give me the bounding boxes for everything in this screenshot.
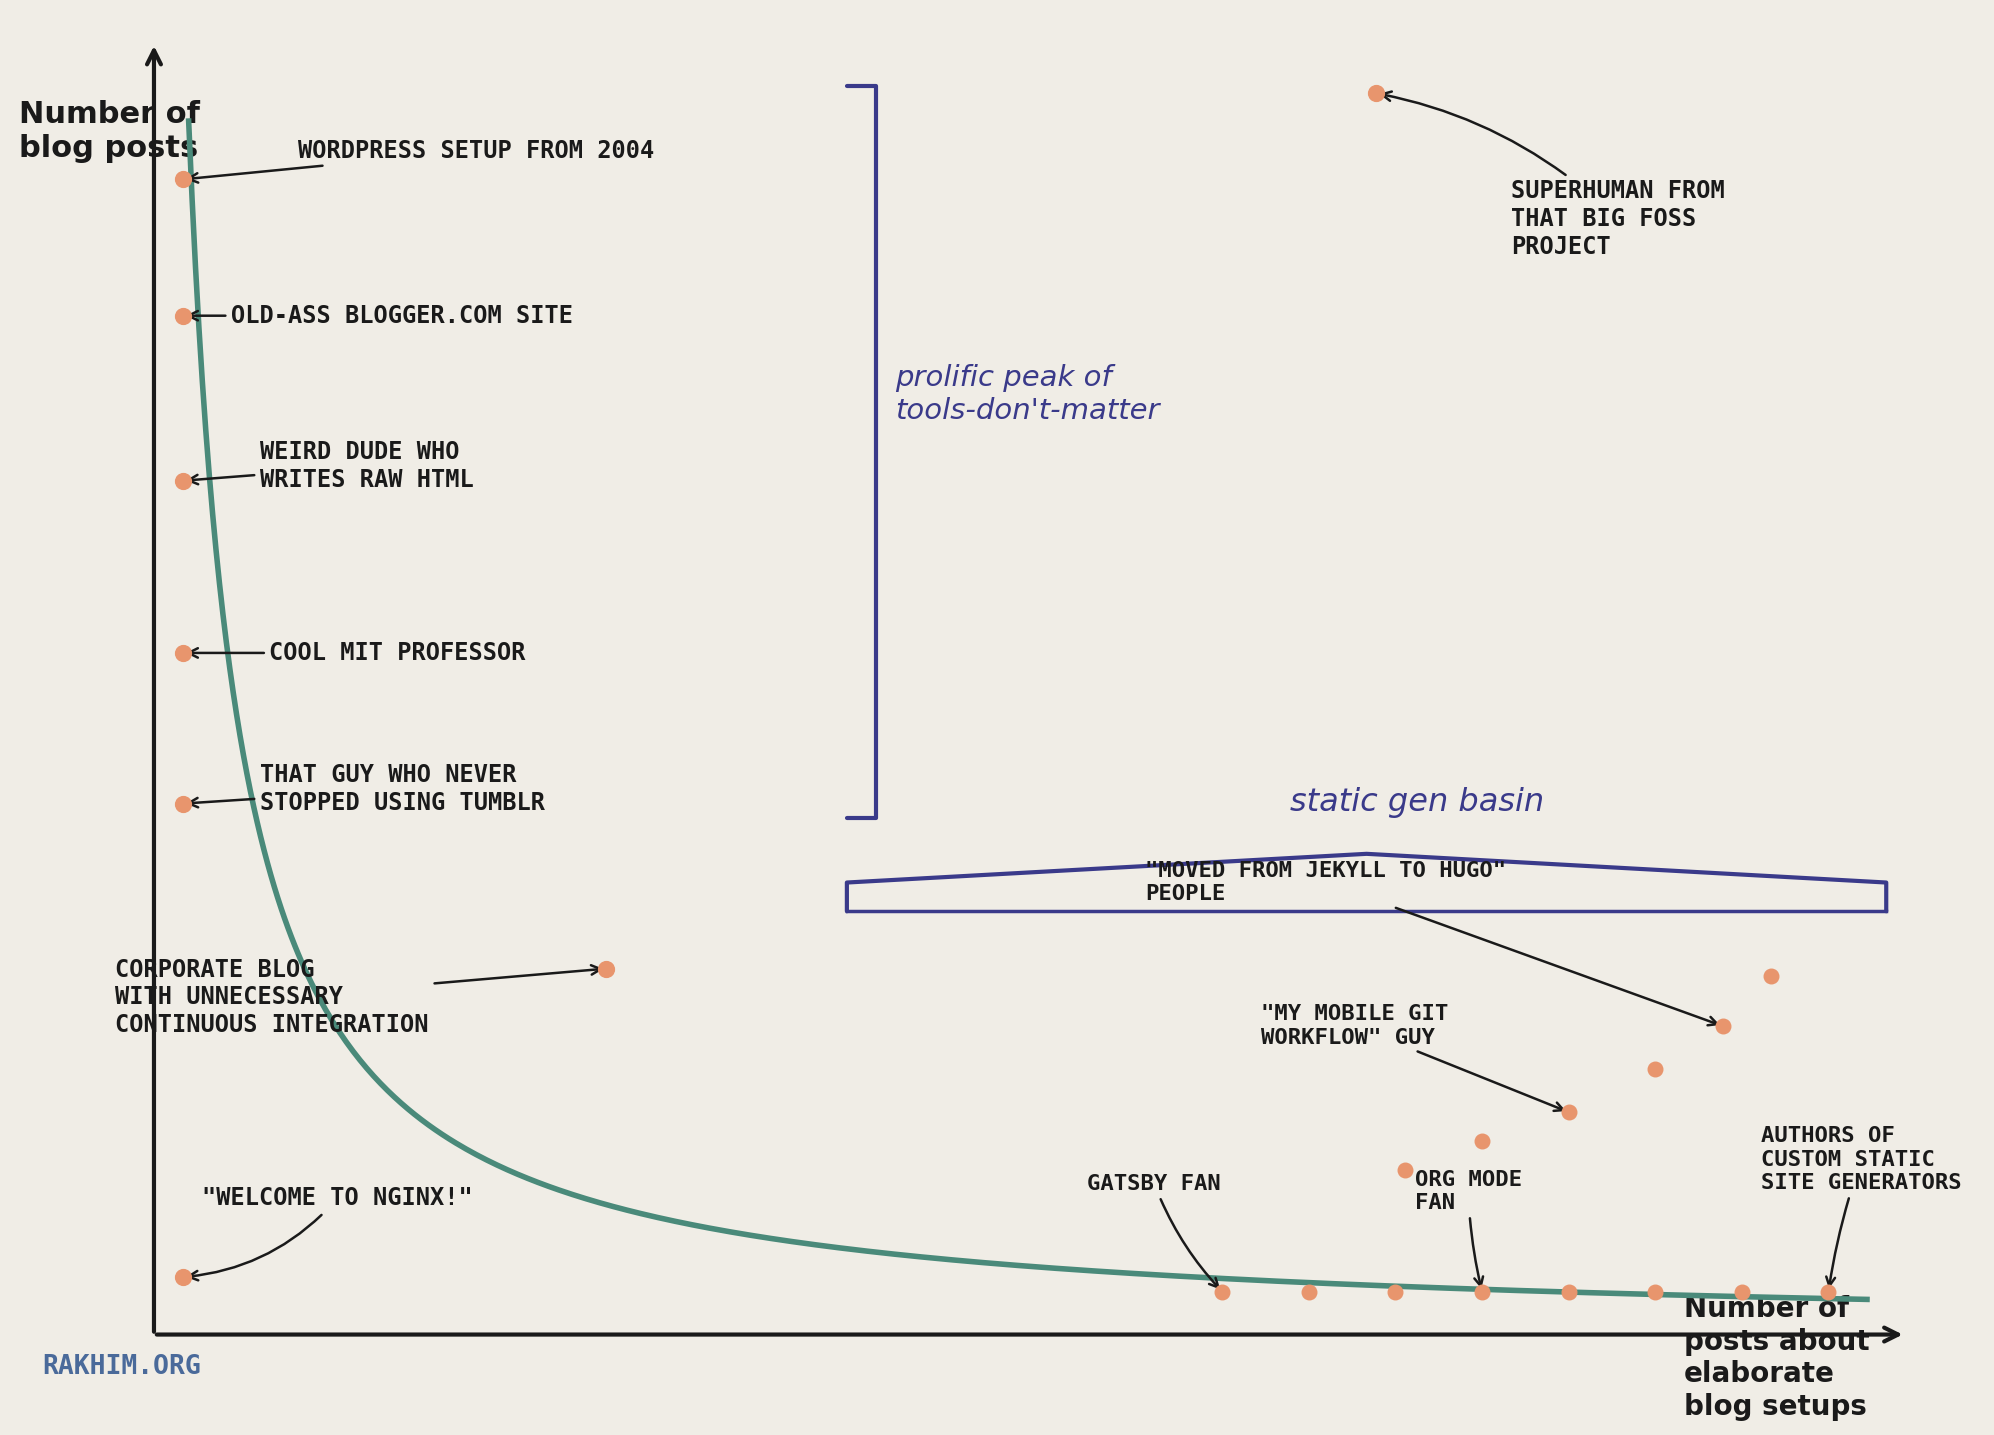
Text: OLD-ASS BLOGGER.COM SITE: OLD-ASS BLOGGER.COM SITE	[187, 304, 572, 327]
Text: WEIRD DUDE WHO
WRITES RAW HTML: WEIRD DUDE WHO WRITES RAW HTML	[187, 441, 475, 492]
Text: THAT GUY WHO NEVER
STOPPED USING TUMBLR: THAT GUY WHO NEVER STOPPED USING TUMBLR	[187, 763, 544, 815]
Text: "MY MOBILE GIT
WORKFLOW" GUY: "MY MOBILE GIT WORKFLOW" GUY	[1260, 1004, 1563, 1111]
Text: Number of
blog posts: Number of blog posts	[20, 100, 199, 164]
Point	[590, 957, 622, 980]
Point	[1390, 1158, 1422, 1181]
Text: WORDPRESS SETUP FROM 2004: WORDPRESS SETUP FROM 2004	[187, 139, 654, 182]
Point	[1206, 1280, 1238, 1303]
Text: AUTHORS OF
CUSTOM STATIC
SITE GENERATORS: AUTHORS OF CUSTOM STATIC SITE GENERATORS	[1761, 1126, 1962, 1286]
Point	[1755, 964, 1787, 987]
Text: static gen basin: static gen basin	[1290, 786, 1543, 818]
Point	[1639, 1058, 1671, 1081]
Point	[1380, 1280, 1412, 1303]
Point	[167, 1266, 199, 1289]
Point	[1466, 1280, 1497, 1303]
Point	[1727, 1280, 1759, 1303]
Text: "MOVED FROM JEKYLL TO HUGO"
PEOPLE: "MOVED FROM JEKYLL TO HUGO" PEOPLE	[1145, 861, 1717, 1025]
Text: COOL MIT PROFESSOR: COOL MIT PROFESSOR	[187, 641, 526, 664]
Point	[167, 792, 199, 815]
Text: RAKHIM.ORG: RAKHIM.ORG	[42, 1355, 201, 1380]
Point	[1466, 1129, 1497, 1152]
Text: SUPERHUMAN FROM
THAT BIG FOSS
PROJECT: SUPERHUMAN FROM THAT BIG FOSS PROJECT	[1382, 92, 1725, 258]
Point	[167, 168, 199, 191]
Text: GATSBY FAN: GATSBY FAN	[1087, 1174, 1220, 1287]
Point	[1639, 1280, 1671, 1303]
Point	[167, 641, 199, 664]
Text: CORPORATE BLOG
WITH UNNECESSARY
CONTINUOUS INTEGRATION: CORPORATE BLOG WITH UNNECESSARY CONTINUO…	[116, 957, 600, 1038]
Point	[1553, 1280, 1585, 1303]
Text: Number of
posts about
elaborate
blog setups: Number of posts about elaborate blog set…	[1685, 1296, 1870, 1421]
Point	[1707, 1015, 1739, 1038]
Text: prolific peak of
tools-don't-matter: prolific peak of tools-don't-matter	[895, 364, 1159, 425]
Point	[1292, 1280, 1324, 1303]
Point	[1553, 1101, 1585, 1124]
Point	[167, 469, 199, 492]
Point	[1813, 1280, 1844, 1303]
Text: "WELCOME TO NGINX!": "WELCOME TO NGINX!"	[187, 1187, 473, 1280]
Point	[1360, 82, 1392, 105]
Point	[167, 304, 199, 327]
Text: ORG MODE
FAN: ORG MODE FAN	[1414, 1170, 1521, 1286]
